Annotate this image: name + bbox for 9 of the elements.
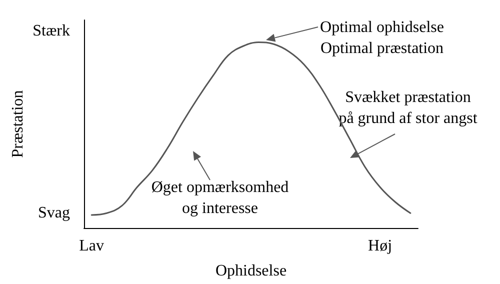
annotation: Optimal ophidselse Optimal præstation bbox=[320, 19, 444, 57]
x-tick-label: Høj bbox=[368, 238, 392, 254]
y-axis-title: Præstation bbox=[10, 90, 26, 158]
text: Stærk bbox=[32, 22, 70, 40]
annotation: Øget opmærksomhed og interesse bbox=[151, 179, 289, 217]
annotation: Svækket præstation på grund af stor angst bbox=[338, 89, 478, 127]
text: Svag bbox=[38, 204, 70, 222]
x-tick-label: Lav bbox=[79, 238, 104, 254]
x-axis-title: Ophidselse bbox=[215, 262, 287, 280]
